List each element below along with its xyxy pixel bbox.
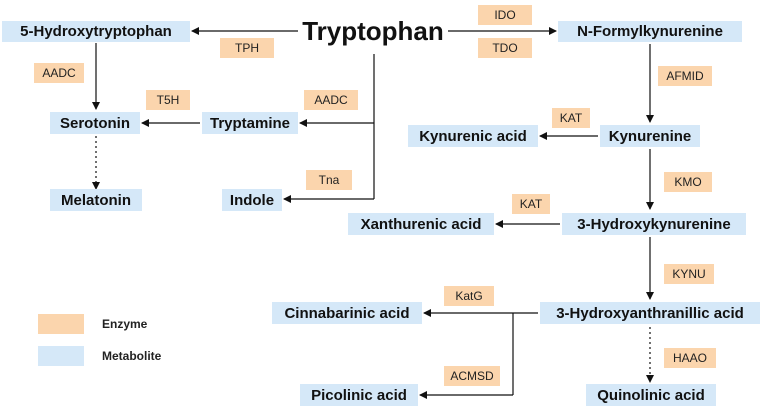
legend-enzyme-label: Enzyme [102, 317, 148, 331]
enzyme-kmo: KMO [664, 172, 712, 192]
enzyme-tph: TPH [220, 38, 274, 58]
enzyme-katg: KatG [444, 286, 494, 306]
metabolite-quinolinic-acid: Quinolinic acid [586, 384, 716, 406]
metabolite-3-hydroxyanthranillic-acid: 3-Hydroxyanthranillic acid [540, 302, 760, 324]
enzyme-kat-2: KAT [512, 194, 550, 214]
metabolite-3-hydroxykynurenine: 3-Hydroxykynurenine [562, 213, 746, 235]
metabolite-tryptamine: Tryptamine [202, 112, 298, 134]
enzyme-tdo: TDO [478, 38, 532, 58]
tryptophan-title: Tryptophan [302, 15, 444, 46]
metabolite-5-hydroxytryptophan: 5-Hydroxytryptophan [2, 21, 190, 42]
legend-metabolite-label: Metabolite [102, 349, 162, 363]
enzyme-aadc-2: AADC [304, 90, 358, 110]
metabolite-picolinic-acid: Picolinic acid [300, 384, 418, 406]
enzyme-tna: Tna [306, 170, 352, 190]
enzyme-haao: HAAO [664, 348, 716, 368]
enzyme-kynu: KYNU [664, 264, 714, 284]
enzyme-t5h: T5H [146, 90, 190, 110]
legend-enzyme-swatch [38, 314, 84, 334]
metabolite-kynurenic-acid: Kynurenic acid [408, 125, 538, 147]
metabolite-melatonin: Melatonin [50, 189, 142, 211]
metabolite-n-formylkynurenine: N-Formylkynurenine [558, 21, 742, 42]
metabolite-xanthurenic-acid: Xanthurenic acid [348, 213, 494, 235]
legend-metabolite-swatch [38, 346, 84, 366]
metabolite-indole: Indole [222, 189, 282, 211]
enzyme-kat-1: KAT [552, 108, 590, 128]
metabolite-cinnabarinic-acid: Cinnabarinic acid [272, 302, 422, 324]
metabolite-serotonin: Serotonin [50, 112, 140, 134]
enzyme-aadc-1: AADC [34, 63, 84, 83]
metabolite-kynurenine: Kynurenine [600, 125, 700, 147]
enzyme-ido: IDO [478, 5, 532, 25]
enzyme-acmsd: ACMSD [444, 366, 500, 386]
enzyme-afmid: AFMID [658, 66, 712, 86]
